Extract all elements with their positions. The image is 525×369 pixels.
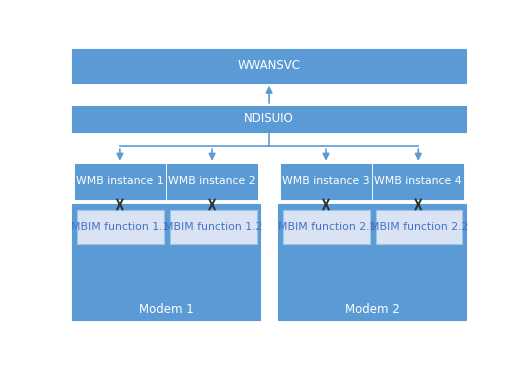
Bar bbox=[72, 204, 260, 320]
Bar bbox=[72, 49, 466, 83]
Bar bbox=[284, 210, 370, 244]
Text: WMB instance 4: WMB instance 4 bbox=[374, 176, 462, 186]
Bar bbox=[72, 106, 466, 132]
Bar bbox=[77, 210, 164, 244]
Text: Modem 2: Modem 2 bbox=[345, 303, 400, 315]
Bar bbox=[278, 204, 466, 320]
Text: WMB instance 1: WMB instance 1 bbox=[76, 176, 164, 186]
Bar bbox=[375, 210, 463, 244]
Text: NDISUIO: NDISUIO bbox=[244, 113, 294, 125]
Text: WMB instance 3: WMB instance 3 bbox=[282, 176, 370, 186]
Text: MBIM function 1.1: MBIM function 1.1 bbox=[71, 222, 170, 232]
Text: MBIM function 2.1: MBIM function 2.1 bbox=[278, 222, 376, 232]
Text: WMB instance 2: WMB instance 2 bbox=[169, 176, 256, 186]
Text: WWANSVC: WWANSVC bbox=[237, 59, 300, 72]
Text: MBIM function 1.2: MBIM function 1.2 bbox=[164, 222, 263, 232]
Text: MBIM function 2.2: MBIM function 2.2 bbox=[370, 222, 468, 232]
Bar bbox=[281, 163, 371, 199]
Bar bbox=[75, 163, 165, 199]
Bar bbox=[170, 210, 257, 244]
Bar bbox=[373, 163, 463, 199]
Text: Modem 1: Modem 1 bbox=[139, 303, 193, 315]
Bar bbox=[167, 163, 257, 199]
